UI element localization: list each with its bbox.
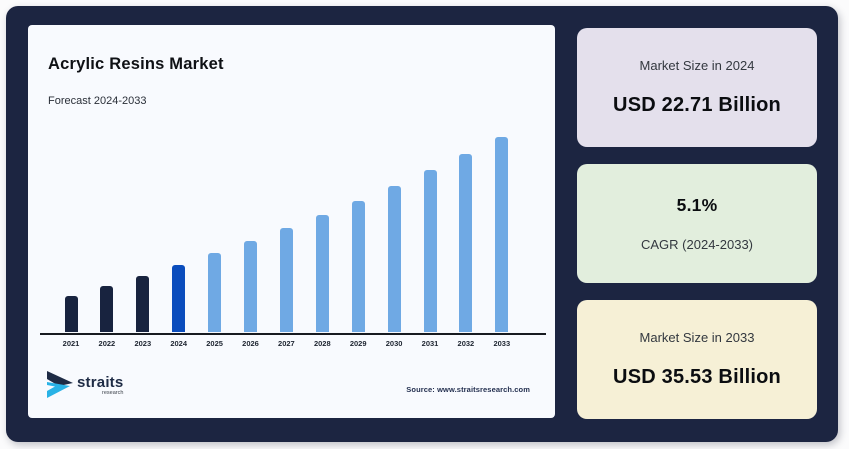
logo-brand-text: straits xyxy=(77,374,124,391)
straits-research-logo: straits research xyxy=(46,369,123,400)
bar-2025 xyxy=(208,253,222,332)
stat-label: CAGR (2024-2033) xyxy=(641,237,753,252)
logo-sub-text: research xyxy=(102,390,124,396)
stat-card-market-size-2024: Market Size in 2024 USD 22.71 Billion xyxy=(577,28,817,147)
stat-value: USD 35.53 Billion xyxy=(613,366,781,388)
x-tick-2033: 2033 xyxy=(493,339,511,348)
bar-2031 xyxy=(423,170,437,332)
x-tick-2028: 2028 xyxy=(313,339,331,348)
x-tick-2032: 2032 xyxy=(457,339,475,348)
bar-2021 xyxy=(64,296,78,332)
x-tick-2031: 2031 xyxy=(421,339,439,348)
bar-2024 xyxy=(172,265,186,332)
bar-2028 xyxy=(315,215,329,332)
x-tick-2030: 2030 xyxy=(385,339,403,348)
bar-2023 xyxy=(136,276,150,332)
stat-card-market-size-2033: Market Size in 2033 USD 35.53 Billion xyxy=(577,300,817,419)
x-tick-2026: 2026 xyxy=(242,339,259,348)
bar-chart xyxy=(40,127,546,332)
bar-2027 xyxy=(279,228,293,332)
stat-value: 5.1% xyxy=(676,195,718,215)
bar-2030 xyxy=(387,186,401,332)
stat-card-cagr: 5.1% CAGR (2024-2033) xyxy=(577,164,817,283)
stat-label: Market Size in 2024 xyxy=(639,58,755,73)
x-tick-2023: 2023 xyxy=(134,339,152,348)
bar-2033 xyxy=(495,137,509,332)
x-tick-2022: 2022 xyxy=(98,339,116,348)
stat-value: USD 22.71 Billion xyxy=(613,94,781,116)
x-tick-2024: 2024 xyxy=(170,339,188,348)
x-tick-2025: 2025 xyxy=(206,339,223,348)
x-axis-labels: 2021 2022 2023 2024 2025 2026 2027 2028 2029 2030… xyxy=(40,339,546,351)
x-axis-line xyxy=(40,333,546,335)
bar-2022 xyxy=(100,286,114,332)
bar-2032 xyxy=(459,154,473,332)
chart-card: Acrylic Resins Market Forecast 2024-2033… xyxy=(28,25,555,418)
straits-arrow-icon xyxy=(47,371,73,398)
x-tick-2027: 2027 xyxy=(278,339,295,348)
infographic-panel: Acrylic Resins Market Forecast 2024-2033… xyxy=(6,6,838,442)
bar-2026 xyxy=(244,241,257,332)
stat-label: Market Size in 2033 xyxy=(639,330,755,345)
chart-subtitle: Forecast 2024-2033 xyxy=(48,95,147,107)
bar-2029 xyxy=(351,201,365,332)
chart-title: Acrylic Resins Market xyxy=(48,55,224,73)
x-tick-2021: 2021 xyxy=(62,339,80,348)
source-attribution: Source: www.straitsresearch.com xyxy=(406,385,530,394)
x-tick-2029: 2029 xyxy=(349,339,367,348)
